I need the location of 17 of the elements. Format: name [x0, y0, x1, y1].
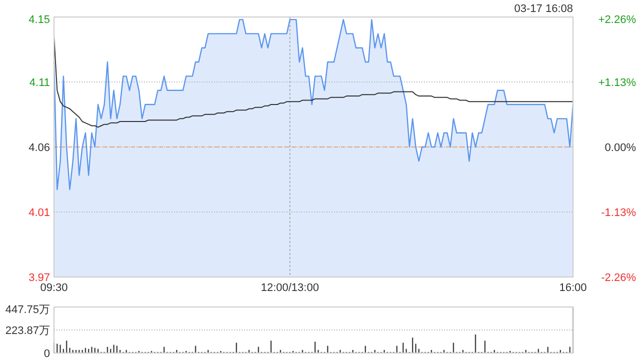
y2-tick-label: +2.26% [598, 14, 636, 26]
y-tick-label: 447.75万 [5, 304, 50, 316]
x-tick-label: 09:30 [40, 282, 68, 294]
y2-tick-label: +1.13% [598, 77, 636, 89]
y-tick-label: 3.97 [28, 272, 50, 284]
y2-tick-label: -1.13% [601, 207, 636, 219]
y-tick-label: 4.15 [28, 14, 50, 26]
y-tick-label: 223.87万 [5, 325, 50, 337]
chart-subtitle: 03-17 16:08 [514, 3, 573, 15]
y-tick-label: 0 [44, 348, 50, 360]
y-tick-label: 4.11 [29, 77, 50, 89]
x-tick-label: 16:00 [559, 282, 587, 294]
y-tick-label: 4.06 [28, 142, 50, 154]
y2-tick-label: -2.26% [601, 272, 636, 284]
y-tick-label: 4.01 [28, 207, 50, 219]
x-tick-label: 12:00/13:00 [260, 282, 319, 294]
y2-tick-label: 0.00% [604, 142, 636, 154]
